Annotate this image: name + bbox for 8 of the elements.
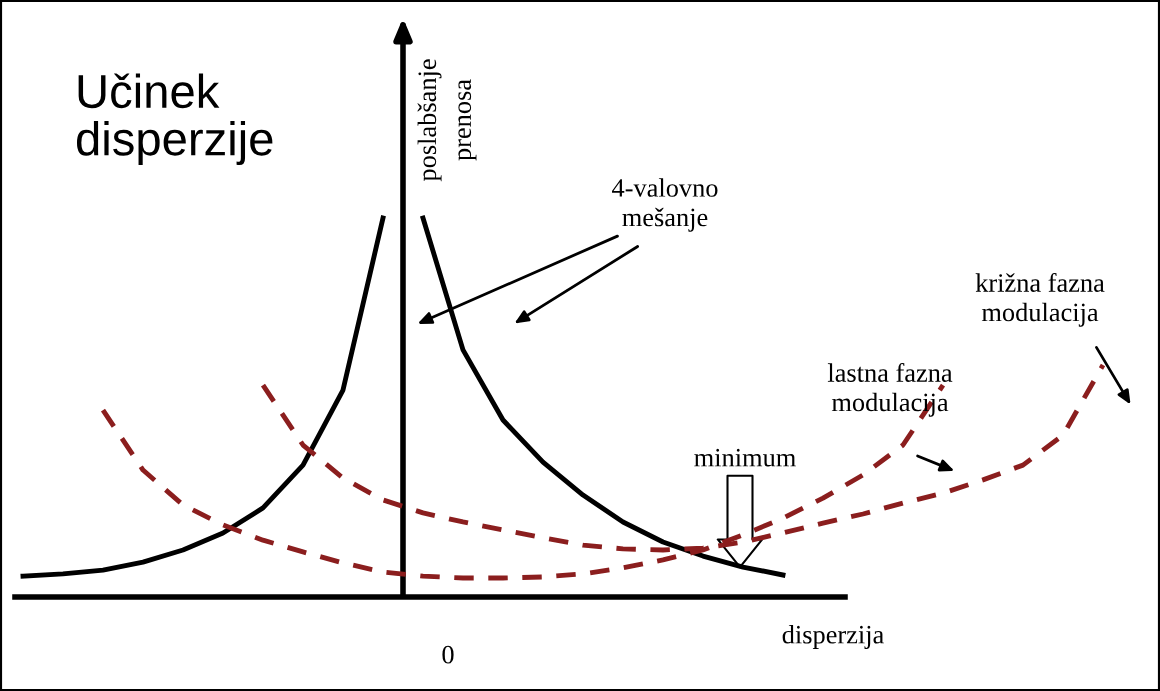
annotation: lastna fazna modulacija: [827, 363, 953, 417]
chart-title: Učinek disperzije: [76, 73, 273, 165]
annotation: minimum: [694, 448, 796, 467]
x-axis-title: disperzija: [782, 625, 884, 649]
text: 0: [442, 645, 454, 664]
annotation: 4-valovno mešanje: [612, 178, 718, 232]
annotation: križna fazna modulacija: [975, 273, 1105, 327]
y-axis-title: poslabšanje prenosa: [417, 59, 477, 182]
